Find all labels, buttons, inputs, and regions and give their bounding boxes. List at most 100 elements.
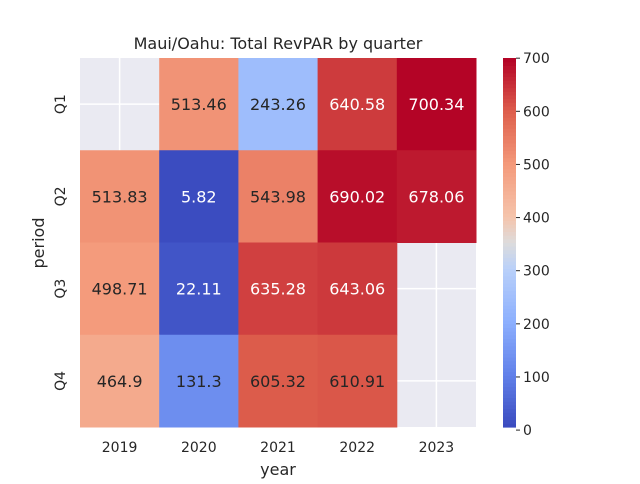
colorbar-segment bbox=[503, 246, 516, 251]
heatmap-cell bbox=[317, 150, 398, 243]
cell-value-label: 643.06 bbox=[329, 280, 385, 299]
colorbar-segment bbox=[503, 390, 516, 395]
colorbar-segment bbox=[503, 131, 516, 137]
heatmap-cell bbox=[80, 150, 160, 243]
colorbar-segment bbox=[503, 360, 516, 365]
colorbar-segment bbox=[503, 80, 516, 85]
colorbar-segment bbox=[503, 109, 516, 114]
heatmap-cell bbox=[80, 242, 160, 336]
cell-value-label: 605.32 bbox=[250, 372, 306, 391]
colorbar-segment bbox=[503, 290, 516, 295]
colorbar-segment bbox=[503, 323, 516, 328]
cell-value-label: 610.91 bbox=[329, 372, 385, 391]
colorbar-segment bbox=[503, 408, 516, 413]
colorbar-segment bbox=[503, 349, 516, 354]
colorbar-segment bbox=[503, 345, 516, 351]
colorbar-segment bbox=[503, 142, 516, 148]
colorbar-segment bbox=[503, 331, 516, 336]
heatmap-cell bbox=[159, 150, 239, 243]
cell-value-label: 640.58 bbox=[329, 95, 385, 114]
colorbar-tick-label: 700 bbox=[523, 51, 550, 67]
colorbar-segment bbox=[503, 105, 516, 111]
colorbar-segment bbox=[503, 342, 516, 347]
colorbar-segment bbox=[503, 216, 516, 221]
cell-value-label: 131.3 bbox=[176, 372, 222, 391]
colorbar-segment bbox=[503, 242, 516, 247]
colorbar-tick-label: 0 bbox=[523, 423, 532, 439]
colorbar-segment bbox=[503, 91, 516, 96]
heatmap-cell bbox=[159, 334, 239, 428]
heatmap-cell bbox=[238, 334, 319, 428]
colorbar-tick-label: 500 bbox=[523, 157, 550, 173]
colorbar-segment bbox=[503, 224, 516, 229]
colorbar-segment bbox=[503, 338, 516, 343]
heatmap-cell bbox=[159, 242, 239, 336]
y-tick-label: Q2 bbox=[53, 186, 69, 206]
x-tick-label: 2023 bbox=[419, 440, 455, 456]
colorbar-segment bbox=[503, 72, 516, 78]
cell-value-label: 5.82 bbox=[181, 187, 217, 206]
colorbar-segment bbox=[503, 356, 516, 362]
colorbar-segment bbox=[503, 297, 516, 303]
colorbar-segment bbox=[503, 308, 516, 314]
cell-value-label: 464.9 bbox=[97, 372, 143, 391]
colorbar-segment bbox=[503, 249, 516, 255]
colorbar-segment bbox=[503, 128, 516, 133]
colorbar-segment bbox=[503, 205, 516, 210]
colorbar-segment bbox=[503, 76, 516, 81]
colorbar-segment bbox=[503, 257, 516, 262]
chart-title: Maui/Oahu: Total RevPAR by quarter bbox=[134, 34, 423, 53]
colorbar-segment bbox=[503, 305, 516, 310]
colorbar-segment bbox=[503, 113, 516, 118]
colorbar-segment bbox=[503, 319, 516, 325]
colorbar-segment bbox=[503, 231, 516, 236]
colorbar-segment bbox=[503, 212, 516, 218]
heatmap-cell bbox=[159, 58, 239, 151]
colorbar-segment bbox=[503, 187, 516, 192]
colorbar-segment bbox=[503, 135, 516, 140]
colorbar-segment bbox=[503, 65, 516, 70]
colorbar-tick-label: 300 bbox=[523, 264, 550, 280]
colorbar-segment bbox=[503, 102, 516, 107]
colorbar-segment bbox=[503, 209, 516, 214]
colorbar-segment bbox=[503, 415, 516, 421]
colorbar-segment bbox=[503, 404, 516, 410]
colorbar-segment bbox=[503, 58, 516, 63]
y-tick-label: Q4 bbox=[53, 371, 69, 391]
colorbar-segment bbox=[503, 165, 516, 170]
heatmap-cell bbox=[317, 242, 398, 336]
colorbar-segment bbox=[503, 176, 516, 181]
x-tick-label: 2021 bbox=[260, 440, 296, 456]
heatmap-cell bbox=[317, 58, 398, 151]
colorbar-segment bbox=[503, 235, 516, 240]
colorbar-segment bbox=[503, 172, 516, 177]
colorbar-segment bbox=[503, 260, 516, 266]
colorbar-segment bbox=[503, 268, 516, 273]
cell-value-label: 22.11 bbox=[176, 280, 222, 299]
heatmap-cell bbox=[238, 150, 319, 243]
colorbar-tick-label: 200 bbox=[523, 317, 550, 333]
colorbar-segment bbox=[503, 69, 516, 74]
x-tick-label: 2020 bbox=[181, 440, 217, 456]
colorbar-segment bbox=[503, 334, 516, 340]
colorbar-segment bbox=[503, 124, 516, 129]
colorbar-segment bbox=[503, 364, 516, 369]
colorbar-segment bbox=[503, 393, 516, 399]
heatmap-cell bbox=[317, 334, 398, 428]
x-tick-label: 2022 bbox=[339, 440, 375, 456]
colorbar-segment bbox=[503, 371, 516, 376]
colorbar-segment bbox=[503, 397, 516, 402]
colorbar-tick-label: 600 bbox=[523, 104, 550, 120]
colorbar-segment bbox=[503, 238, 516, 244]
colorbar-segment bbox=[503, 283, 516, 288]
cell-value-label: 243.26 bbox=[250, 95, 306, 114]
colorbar-segment bbox=[503, 120, 516, 126]
colorbar-segment bbox=[503, 401, 516, 406]
colorbar-segment bbox=[503, 220, 516, 225]
colorbar-segment bbox=[503, 353, 516, 358]
colorbar-segment bbox=[503, 286, 516, 292]
colorbar-segment bbox=[503, 382, 516, 388]
cell-value-label: 635.28 bbox=[250, 280, 306, 299]
colorbar-segment bbox=[503, 161, 516, 166]
